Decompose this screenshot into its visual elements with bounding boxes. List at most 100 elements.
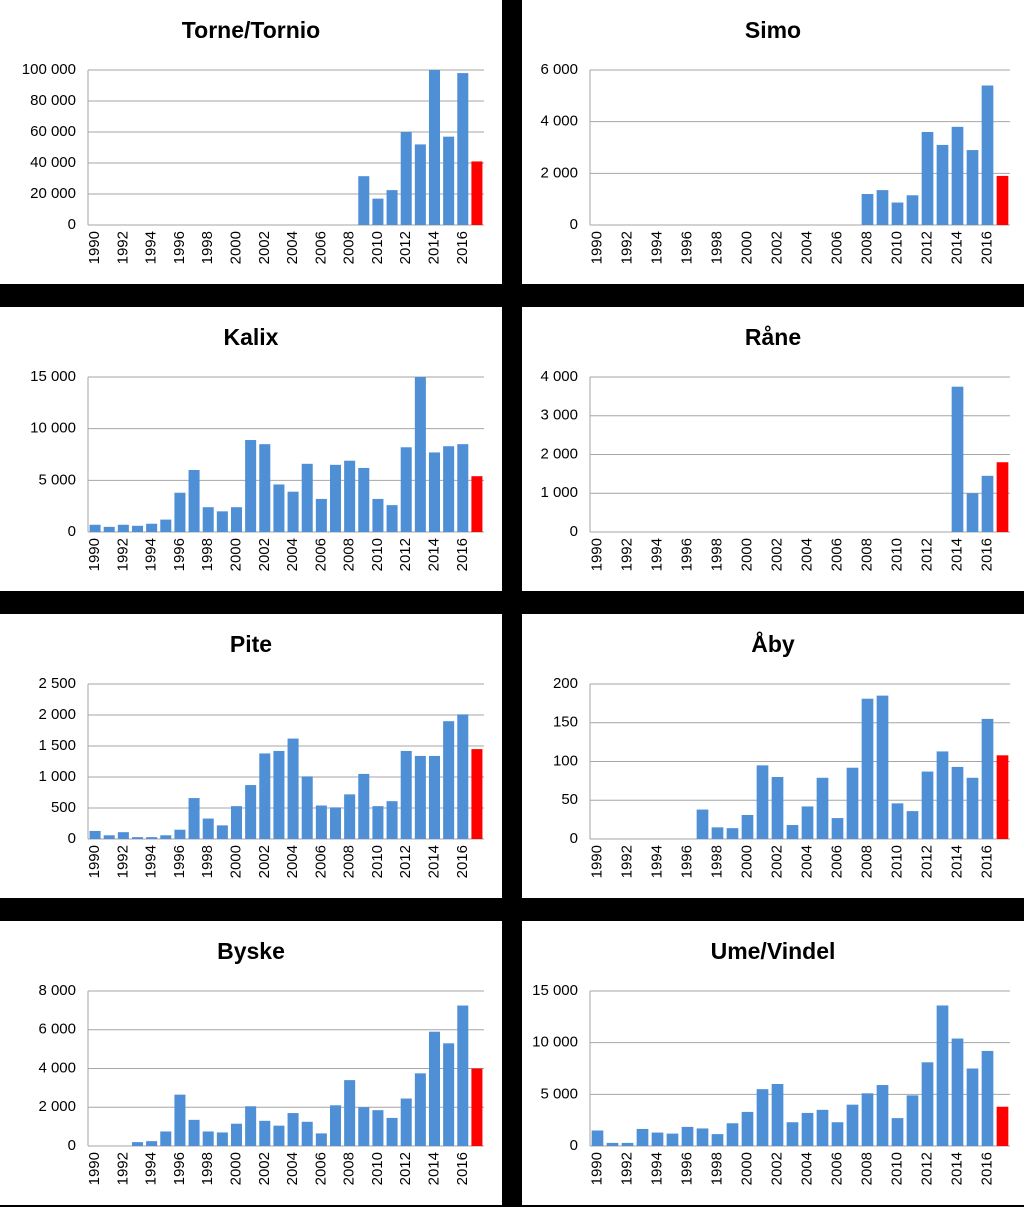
bar [414,377,426,532]
bar [951,126,964,225]
bar [131,1142,144,1146]
bar [103,835,115,839]
x-tick-label: 2004 [798,231,815,264]
x-tick-label: 2004 [284,1152,301,1185]
x-tick-label: 2004 [284,231,301,264]
x-tick-label: 2010 [888,231,905,264]
chart-panel: Pite 0 500 1 000 1 500 2 000 2 500 1990 1992 1994… [0,614,502,898]
x-tick-label: 2012 [397,231,414,264]
x-tick-label: 2014 [948,1152,965,1185]
bar [216,511,228,532]
bar [726,828,739,839]
x-tick-label: 1996 [678,845,695,878]
x-tick-label: 1994 [648,231,665,264]
bar [651,1132,664,1146]
y-tick-label: 2 000 [540,164,578,181]
y-tick-label: 4 000 [540,368,578,385]
bar [786,1122,799,1146]
x-tick-label: 2008 [858,538,875,571]
bar [756,1089,769,1146]
x-tick-label: 1992 [114,1152,131,1185]
bar [428,452,441,532]
bar [921,132,934,225]
x-tick-label: 2016 [454,231,471,264]
bar [876,1085,889,1146]
x-tick-label: 1994 [143,538,160,571]
bar [259,1120,271,1146]
y-tick-label: 0 [68,830,76,847]
x-tick-label: 2002 [256,1152,273,1185]
bar [771,777,784,839]
y-tick-label: 6 000 [540,61,578,78]
bar [876,190,889,225]
bar [117,832,129,839]
y-tick-label: 2 000 [38,706,76,723]
chart-panel: Ume/Vindel 0 5 000 10 000 15 000 1990 1992 1994… [522,921,1024,1205]
x-tick-label: 2000 [227,538,244,571]
bar [160,1131,172,1146]
bar [981,1050,994,1146]
bar [400,1098,412,1146]
bar [414,755,426,839]
x-tick-label: 2006 [828,538,845,571]
bar [891,803,904,839]
x-tick-label: 2004 [284,845,301,878]
bar [301,463,313,532]
x-tick-label: 1992 [618,231,635,264]
chart-panel: Kalix 0 5 000 10 000 15 000 1990 1992 1994 1996 1… [0,307,502,591]
bar [273,484,285,532]
bar [666,1133,679,1146]
bar [816,1109,829,1146]
bar [315,805,327,839]
bar [245,1106,257,1146]
bar [771,1084,784,1146]
x-tick-label: 1998 [708,538,725,571]
bar [146,523,158,532]
x-tick-label: 2012 [918,1152,935,1185]
y-tick-label: 80 000 [30,92,76,109]
x-tick-label: 1998 [708,1152,725,1185]
x-tick-label: 2004 [284,538,301,571]
bar [386,801,398,839]
x-tick-label: 2008 [858,1152,875,1185]
bar [428,755,441,839]
y-tick-label: 2 500 [38,675,76,692]
bar [174,1094,186,1146]
x-tick-label: 2002 [256,845,273,878]
chart-panel: Simo 0 2 000 4 000 6 000 1990 1992 1994 1996 1998… [522,0,1024,284]
bar [891,1118,904,1146]
bar [966,777,979,839]
y-tick-label: 200 [553,675,578,692]
x-tick-label: 2012 [918,845,935,878]
bar [386,1117,398,1146]
chart-title: Pite [230,631,272,657]
x-tick-label: 2006 [312,845,329,878]
bar [174,829,186,839]
y-tick-label: 40 000 [30,154,76,171]
bar [936,144,949,225]
x-tick-label: 2006 [312,1152,329,1185]
bar [414,144,426,225]
bar [301,776,313,839]
bar [160,519,172,532]
bar [287,738,299,839]
chart-title: Simo [745,17,801,43]
bar [344,1080,356,1146]
bar [861,1093,874,1146]
bar [457,73,469,225]
x-tick-label: 2006 [312,231,329,264]
y-tick-label: 3 000 [540,407,578,424]
x-tick-label: 2000 [738,1152,755,1185]
bar [861,194,874,225]
bar [400,447,412,532]
bar [951,386,964,532]
x-tick-label: 2002 [256,231,273,264]
bar [160,835,172,839]
bar [443,721,455,839]
bar [471,161,483,225]
y-tick-label: 0 [570,523,578,540]
bar [741,814,754,839]
bar [981,85,994,225]
x-tick-label: 2010 [888,845,905,878]
